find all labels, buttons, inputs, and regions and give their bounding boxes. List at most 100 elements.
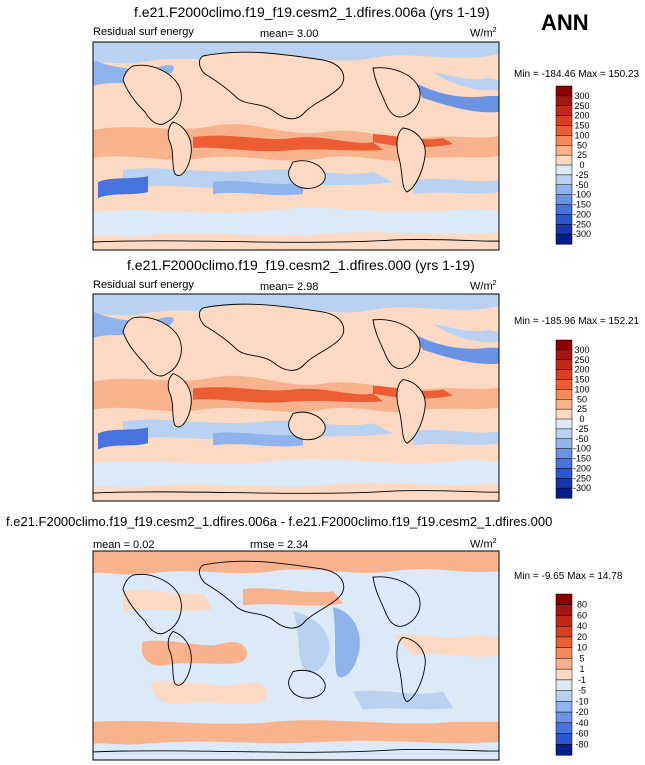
colorbar-swatch	[555, 135, 573, 146]
colorbar-tick-label: -150	[573, 454, 591, 464]
colorbar-swatch	[555, 668, 573, 681]
colorbar-tick-label: -25	[575, 170, 588, 180]
colorbar-swatch	[555, 359, 573, 371]
colorbar-tick-label: 25	[577, 404, 587, 414]
colorbar-tick-label: -250	[573, 219, 591, 229]
colorbar-tick-label: -300	[573, 229, 591, 239]
colorbar-swatch	[555, 428, 573, 440]
colorbar-tick-label: -200	[573, 209, 591, 219]
colorbar-swatch	[555, 339, 573, 351]
panel-2-variable-label: Residual surf energy	[93, 279, 194, 291]
colorbar-tick-label: 40	[577, 621, 587, 631]
colorbar-tick-label: -250	[573, 473, 591, 483]
season-label: ANN	[541, 10, 589, 35]
colorbar-swatch	[555, 658, 573, 670]
colorbar-swatch	[555, 458, 573, 469]
panel-3-units: W/m2	[470, 538, 497, 551]
panel-3-map	[93, 551, 499, 760]
colorbar-swatch	[555, 399, 573, 410]
colorbar-tick-label: -100	[573, 444, 591, 454]
colorbar-tick-label: -100	[573, 190, 591, 200]
colorbar-tick-label: -300	[573, 483, 591, 493]
colorbar-swatch	[555, 733, 573, 745]
colorbar-swatch	[555, 438, 573, 450]
colorbar-tick-label: 0	[579, 160, 584, 170]
colorbar-tick-label: 250	[574, 101, 589, 111]
colorbar-tick-label: -10	[575, 696, 588, 706]
colorbar-swatch	[555, 85, 573, 97]
colorbar-tick-label: -60	[575, 729, 588, 739]
colorbar-tick-label: 1	[579, 664, 584, 674]
colorbar-swatch	[555, 194, 573, 206]
colorbar-tick-label: 50	[577, 140, 587, 150]
colorbar-swatch	[555, 115, 573, 127]
colorbar-tick-label: -80	[575, 739, 588, 749]
panel-2-title: f.e21.F2000climo.f19_f19.cesm2_1.dfires.…	[127, 257, 475, 273]
colorbar-tick-label: 250	[574, 355, 589, 365]
colorbar-swatch	[555, 184, 573, 196]
colorbar-tick-label: -5	[578, 686, 586, 696]
panel-2-map	[93, 294, 499, 501]
colorbar-swatch	[555, 478, 573, 489]
colorbar-tick-label: -150	[573, 200, 591, 210]
colorbar-swatch	[555, 468, 573, 479]
colorbar-tick-label: 80	[577, 600, 587, 610]
panel-2-colorbar: 30025020015010050250-25-50-100-150-200-2…	[555, 339, 591, 499]
panel-1-map	[93, 42, 499, 250]
colorbar-tick-label: 300	[574, 345, 589, 355]
colorbar-swatch	[555, 615, 573, 627]
panel-1-title: f.e21.F2000climo.f19_f19.cesm2_1.dfires.…	[134, 4, 490, 20]
colorbar-tick-label: -25	[575, 424, 588, 434]
panel-3-title: f.e21.F2000climo.f19_f19.cesm2_1.dfires.…	[6, 514, 553, 529]
panel-3-rmse-label: rmse = 2.34	[250, 539, 309, 551]
colorbar-swatch	[555, 369, 573, 381]
colorbar-swatch	[555, 204, 573, 215]
colorbar-swatch	[555, 408, 573, 420]
colorbar-swatch	[555, 233, 573, 245]
colorbar-swatch	[555, 154, 573, 166]
colorbar-swatch	[555, 722, 573, 735]
colorbar-tick-label: 50	[577, 394, 587, 404]
panel-1-colorbar: 30025020015010050250-25-50-100-150-200-2…	[555, 85, 591, 245]
colorbar-tick-label: -50	[575, 180, 588, 190]
panel-1-units: W/m2	[470, 27, 497, 40]
panel-2-units: W/m2	[470, 280, 497, 293]
panel-3-map-frame	[92, 550, 500, 761]
colorbar-tick-label: -200	[573, 463, 591, 473]
colorbar-tick-label: -20	[575, 707, 588, 717]
colorbar-tick-label: 300	[574, 91, 589, 101]
colorbar-swatch	[555, 711, 573, 724]
panel-3-mean-label: mean = 0.02	[93, 539, 155, 551]
colorbar-swatch	[555, 679, 573, 692]
colorbar-swatch	[555, 174, 573, 186]
colorbar-swatch	[555, 636, 573, 649]
colorbar-swatch	[555, 690, 573, 702]
colorbar-swatch	[555, 593, 573, 606]
colorbar-swatch	[555, 224, 573, 235]
panel-1-mean-label: mean= 3.00	[260, 28, 319, 40]
colorbar-swatch	[555, 744, 573, 756]
colorbar-tick-label: 25	[577, 150, 587, 160]
colorbar-tick-label: 200	[574, 365, 589, 375]
colorbar-swatch	[555, 379, 573, 390]
colorbar-tick-label: 60	[577, 610, 587, 620]
colorbar-tick-label: -50	[575, 434, 588, 444]
colorbar-tick-label: -1	[578, 675, 586, 685]
colorbar-swatch	[555, 389, 573, 400]
panel-1-map-frame	[92, 41, 500, 251]
colorbar-swatch	[555, 448, 573, 460]
panel-3-min-max: Min = -9.65 Max = 14.78	[514, 571, 623, 582]
colorbar-swatch	[555, 145, 573, 156]
colorbar-tick-label: 0	[579, 414, 584, 424]
colorbar-swatch	[555, 105, 573, 117]
colorbar-tick-label: -40	[575, 718, 588, 728]
colorbar-tick-label: 150	[574, 375, 589, 385]
colorbar-swatch	[555, 625, 573, 638]
panel-1-variable-label: Residual surf energy	[93, 26, 194, 38]
panel-1-min-max: Min = -184.46 Max = 150.23	[514, 69, 640, 80]
colorbar-swatch	[555, 349, 573, 361]
colorbar-tick-label: 100	[574, 384, 589, 394]
colorbar-swatch	[555, 164, 573, 176]
colorbar-swatch	[555, 418, 573, 430]
